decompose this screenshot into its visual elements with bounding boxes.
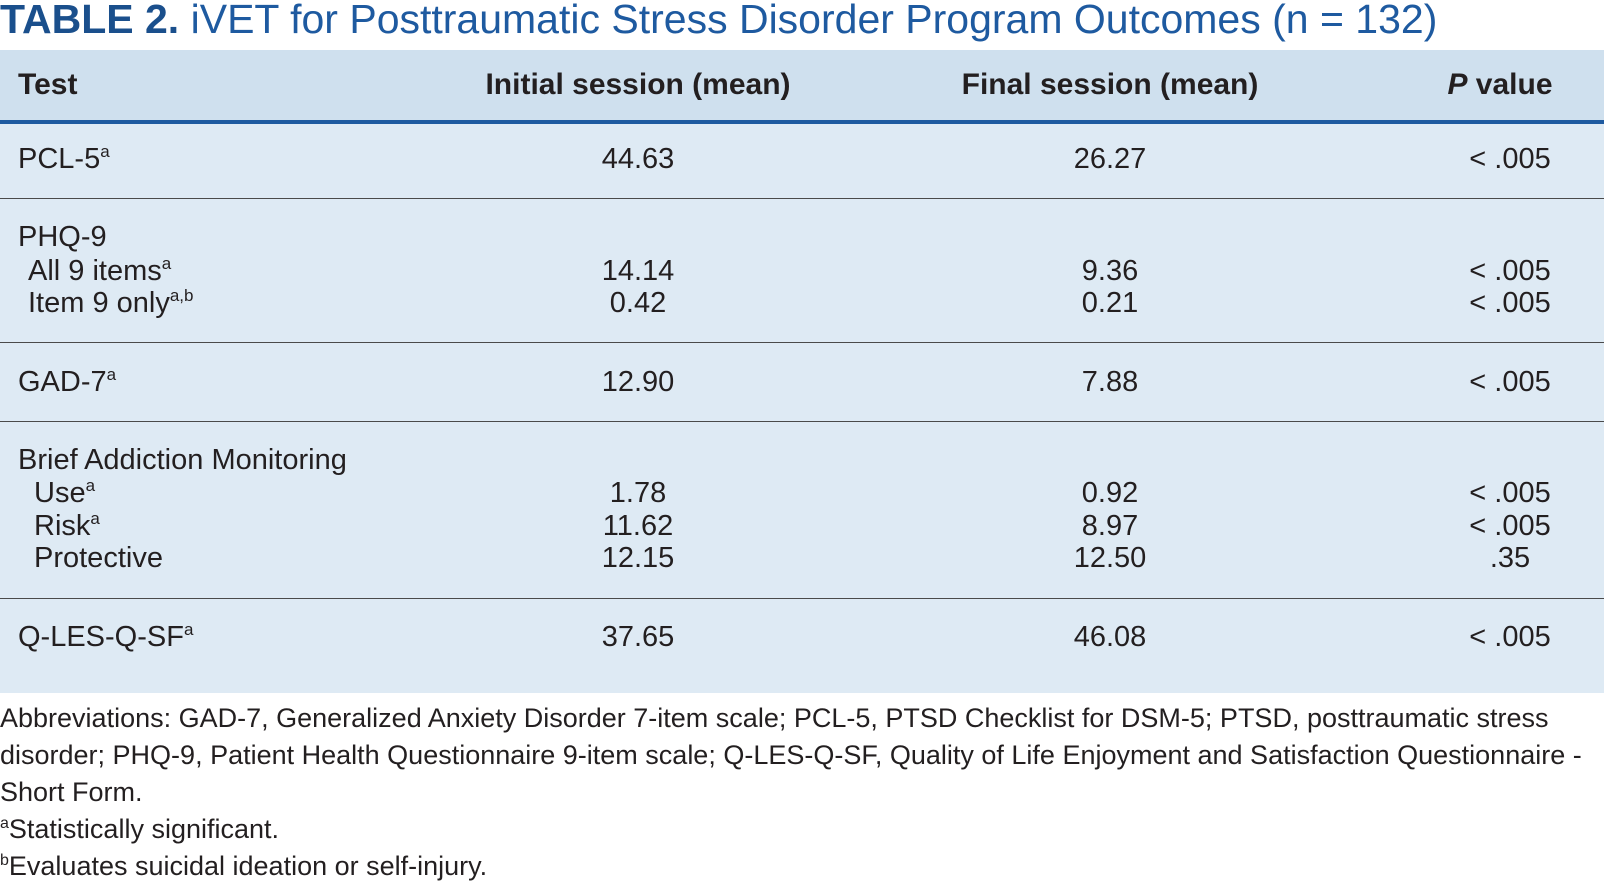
row-label-gad7: GAD-7a bbox=[18, 365, 117, 398]
qles-final: 46.08 bbox=[1073, 621, 1147, 653]
phq9-all-final: 9.36 bbox=[1081, 255, 1139, 287]
footnote-b: bEvaluates suicidal ideation or self-inj… bbox=[0, 851, 488, 881]
row-divider bbox=[0, 198, 1604, 199]
header-p-value: P value bbox=[1400, 67, 1600, 103]
pcl5-p: < .005 bbox=[1469, 143, 1551, 175]
header-p-rest: value bbox=[1467, 68, 1553, 101]
phq9-item9-initial: 0.42 bbox=[609, 287, 667, 319]
qles-initial: 37.65 bbox=[601, 621, 675, 653]
bam-use-final: 0.92 bbox=[1081, 477, 1139, 509]
header-p-italic: P bbox=[1447, 68, 1468, 101]
row-label-qles: Q-LES-Q-SFa bbox=[18, 620, 194, 653]
bam-protective-p: .35 bbox=[1489, 542, 1531, 574]
row-label-bam: Brief Addiction Monitoring bbox=[18, 444, 347, 476]
row-divider bbox=[0, 421, 1604, 422]
bam-use-p: < .005 bbox=[1469, 477, 1551, 509]
table-number: TABLE 2. bbox=[0, 0, 180, 42]
table-caption: iVET for Posttraumatic Stress Disorder P… bbox=[190, 0, 1438, 42]
row-divider bbox=[0, 598, 1604, 599]
gad7-initial: 12.90 bbox=[601, 366, 675, 398]
row-label-pcl5: PCL-5a bbox=[18, 142, 110, 175]
phq9-all-p: < .005 bbox=[1469, 255, 1551, 287]
phq9-item9-final: 0.21 bbox=[1081, 287, 1139, 319]
pcl5-initial: 44.63 bbox=[601, 143, 675, 175]
row-label-phq9-item9: Item 9 onlya,b bbox=[28, 286, 194, 319]
bam-risk-initial: 11.62 bbox=[602, 510, 674, 542]
phq9-item9-p: < .005 bbox=[1469, 287, 1551, 319]
table-title: TABLE 2. iVET for Posttraumatic Stress D… bbox=[0, 0, 1437, 44]
header-initial-session: Initial session (mean) bbox=[485, 68, 791, 101]
table-footnotes: Abbreviations: GAD-7, Generalized Anxiet… bbox=[0, 700, 1600, 885]
row-label-bam-protective: Protective bbox=[34, 542, 163, 574]
header-rule bbox=[0, 120, 1604, 124]
table-header: Test Initial session (mean) Final sessio… bbox=[0, 50, 1604, 120]
row-label-phq9: PHQ-9 bbox=[18, 221, 107, 253]
bam-use-initial: 1.78 bbox=[609, 477, 667, 509]
bam-protective-final: 12.50 bbox=[1073, 542, 1147, 574]
row-label-phq9-all: All 9 itemsa bbox=[28, 254, 172, 287]
pcl5-final: 26.27 bbox=[1073, 143, 1147, 175]
gad7-p: < .005 bbox=[1469, 366, 1551, 398]
header-final-session: Final session (mean) bbox=[961, 68, 1259, 101]
outcomes-table: Test Initial session (mean) Final sessio… bbox=[0, 50, 1604, 693]
row-label-bam-use: Usea bbox=[34, 476, 96, 509]
header-test: Test bbox=[18, 68, 78, 101]
footnote-a: aStatistically significant. bbox=[0, 814, 280, 844]
bam-protective-initial: 12.15 bbox=[601, 542, 675, 574]
abbreviations-note: Abbreviations: GAD-7, Generalized Anxiet… bbox=[0, 703, 1582, 807]
row-label-bam-risk: Riska bbox=[34, 509, 100, 542]
qles-p: < .005 bbox=[1469, 621, 1551, 653]
bam-risk-p: < .005 bbox=[1469, 510, 1551, 542]
phq9-all-initial: 14.14 bbox=[601, 255, 675, 287]
row-divider bbox=[0, 342, 1604, 343]
bam-risk-final: 8.97 bbox=[1081, 510, 1139, 542]
gad7-final: 7.88 bbox=[1081, 366, 1139, 398]
